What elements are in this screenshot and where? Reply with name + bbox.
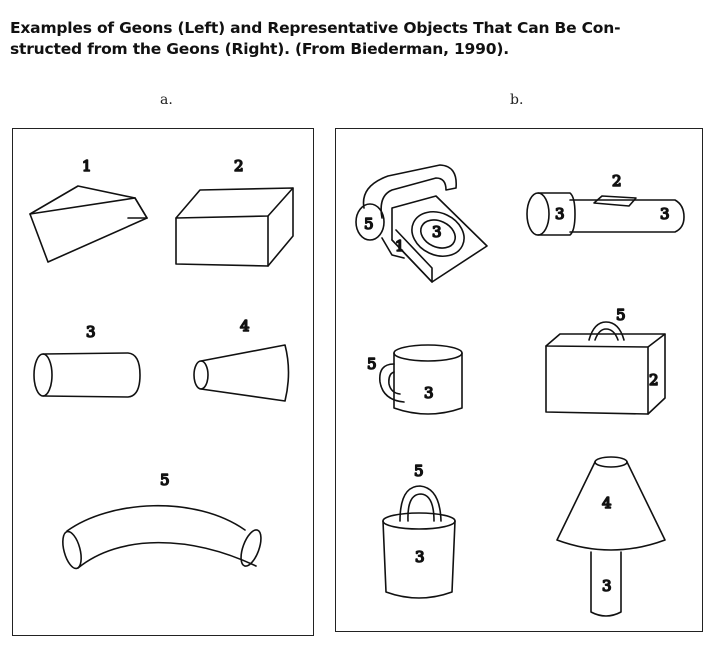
bucket-label-5: 5 [414, 462, 424, 480]
geon-3-number: 3 [86, 323, 96, 341]
flashlight-object [526, 192, 685, 236]
panel-a-geons [12, 128, 314, 636]
geon-3-cylinder [33, 352, 141, 398]
mug-label-5: 5 [367, 355, 377, 373]
bucket-label-3: 3 [415, 548, 425, 566]
bucket-object [382, 485, 456, 599]
flashlight-label-3-lens: 3 [555, 205, 565, 223]
caption-line-1: Examples of Geons (Left) and Representat… [10, 19, 621, 37]
caption-line-2: structed from the Geons (Right). (From B… [10, 40, 509, 58]
briefcase-label-2: 2 [649, 371, 659, 389]
mug-object [378, 344, 463, 415]
geon-1-wedge [29, 185, 148, 263]
panel-a-label: a. [160, 92, 173, 108]
geon-5-curved-tube [62, 504, 262, 570]
lamp-label-4: 4 [602, 494, 612, 512]
telephone-label-3: 3 [432, 223, 442, 241]
geon-1-number: 1 [82, 157, 92, 175]
geon-2-brick [175, 187, 294, 267]
briefcase-label-5: 5 [616, 306, 626, 324]
panel-b-label: b. [510, 92, 524, 108]
telephone-object [355, 164, 488, 283]
lamp-object [556, 456, 666, 617]
geon-4-number: 4 [240, 317, 250, 335]
briefcase-object [545, 321, 666, 415]
telephone-label-5: 5 [364, 215, 374, 233]
geon-5-number: 5 [160, 471, 170, 489]
figure-caption: Examples of Geons (Left) and Representat… [10, 18, 706, 60]
geon-2-number: 2 [234, 157, 244, 175]
flashlight-label-2: 2 [612, 172, 622, 190]
mug-label-3: 3 [424, 384, 434, 402]
flashlight-label-3-body: 3 [660, 205, 670, 223]
geon-4-cone [193, 344, 290, 402]
lamp-label-3: 3 [602, 577, 612, 595]
telephone-label-1: 1 [395, 237, 405, 255]
panel-b-objects [335, 128, 703, 632]
